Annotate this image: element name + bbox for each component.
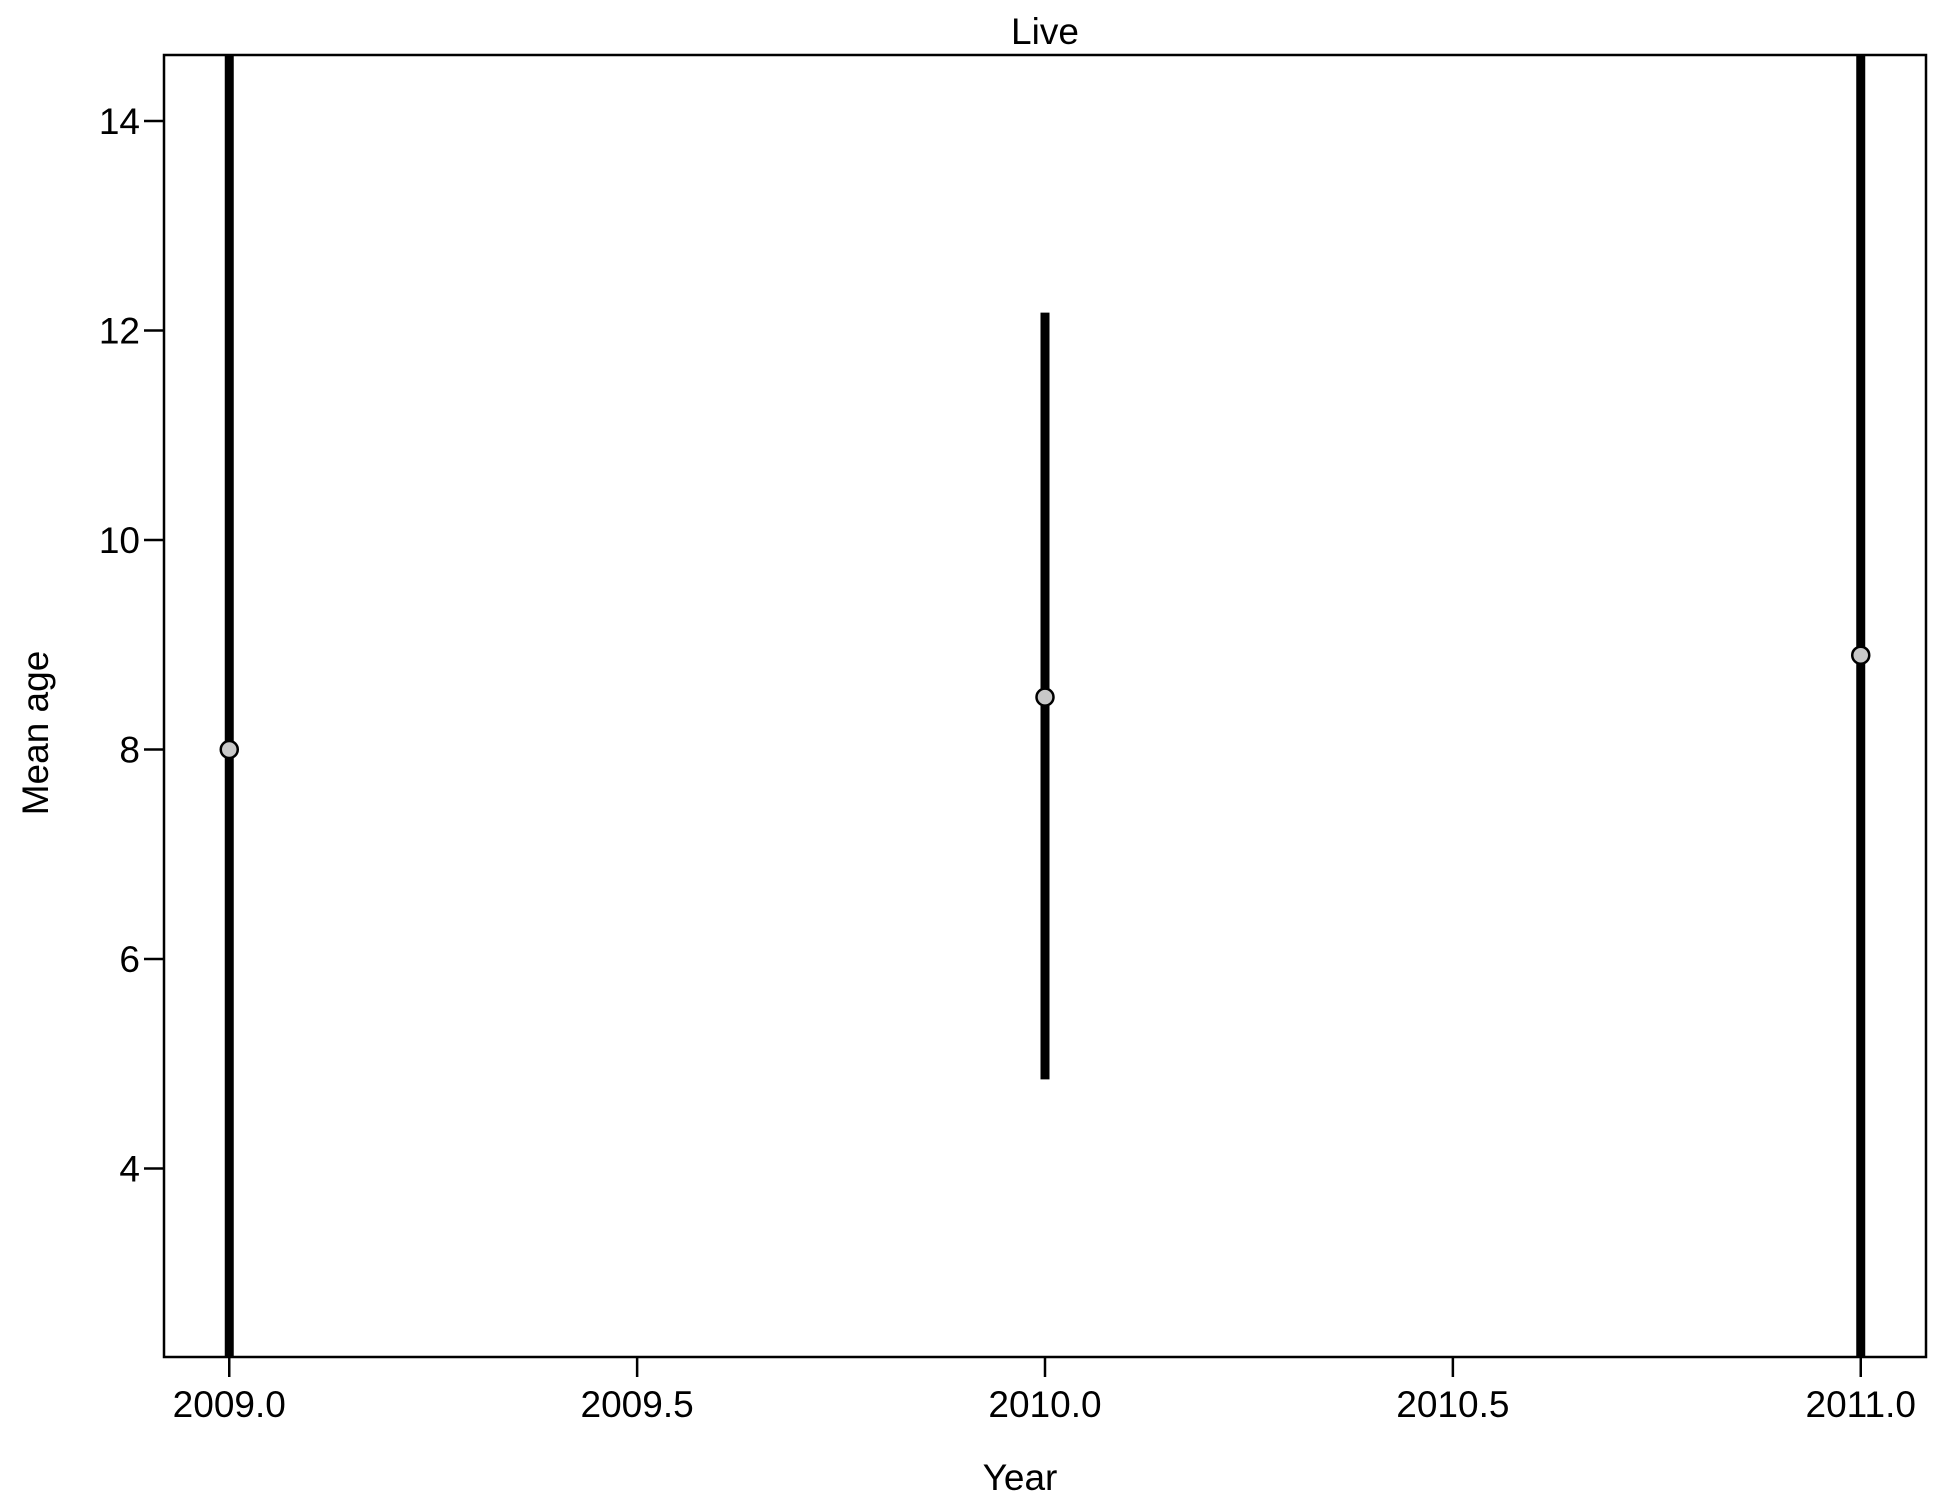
x-tick-label: 2009.5	[581, 1384, 694, 1425]
y-tick-label: 4	[119, 1148, 140, 1189]
x-tick-label: 2010.0	[988, 1384, 1101, 1425]
data-point	[1850, 645, 1871, 665]
x-tick-label: 2010.5	[1396, 1384, 1509, 1425]
y-axis: 4 6 8 10 12 14	[99, 101, 164, 1189]
data-points	[219, 645, 1871, 760]
x-tick-label: 2009.0	[173, 1384, 286, 1425]
data-point	[219, 739, 240, 760]
y-tick-label: 8	[119, 729, 140, 770]
y-tick-label: 6	[119, 939, 140, 980]
x-axis: 2009.0 2009.5 2010.0 2010.5 2011.0	[173, 1357, 1916, 1425]
plot-frame	[162, 53, 1928, 1359]
x-axis-title: Year	[983, 1457, 1058, 1498]
data-point	[1035, 687, 1055, 707]
y-tick-label: 12	[99, 310, 140, 351]
x-tick-label: 2011.0	[1806, 1384, 1916, 1425]
y-axis-title: Mean age	[15, 651, 56, 816]
y-tick-label: 14	[99, 101, 140, 142]
plot-title: Live	[1011, 11, 1079, 52]
y-tick-label: 10	[99, 520, 140, 561]
